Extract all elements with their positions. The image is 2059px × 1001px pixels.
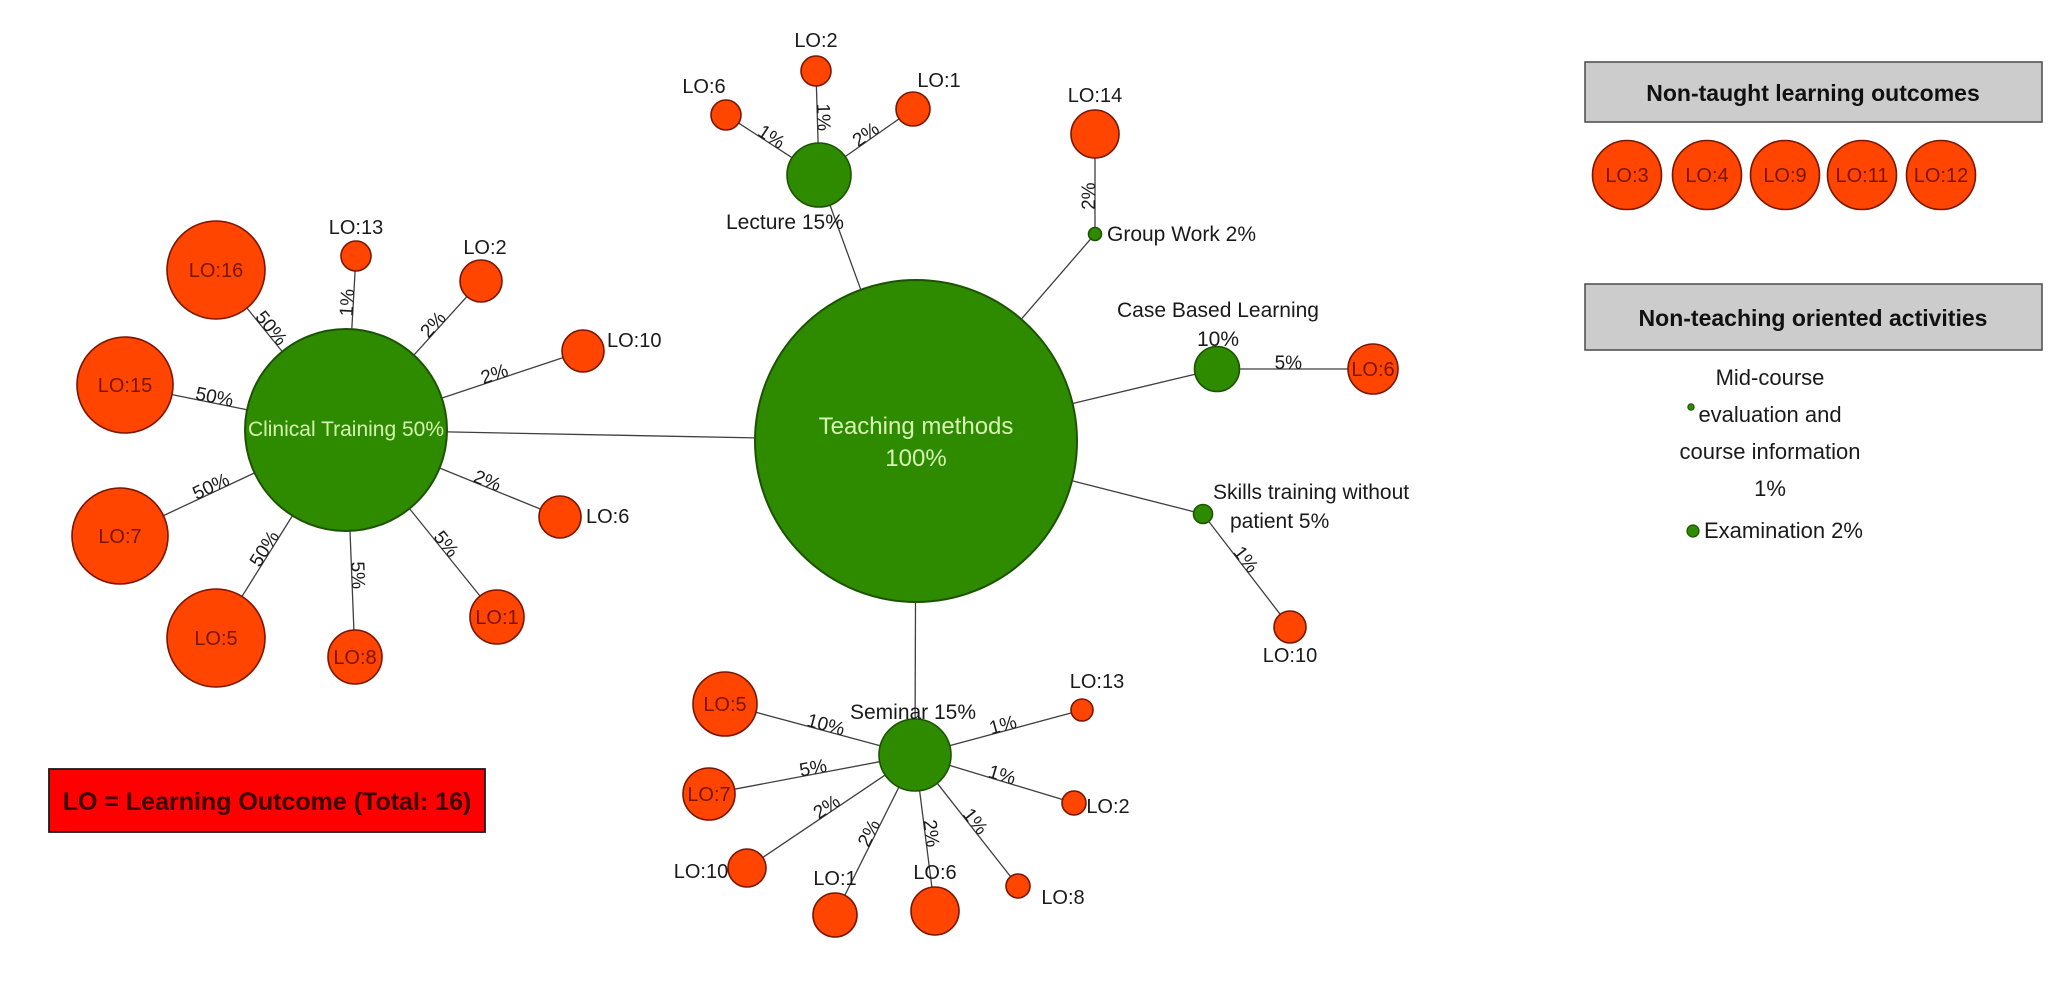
svg-text:LO:1: LO:1	[475, 607, 518, 629]
svg-text:Teaching methods: Teaching methods	[819, 413, 1014, 440]
svg-text:LO:6: LO:6	[682, 76, 725, 98]
svg-text:Mid-course: Mid-course	[1716, 365, 1825, 390]
svg-text:Seminar 15%: Seminar 15%	[850, 701, 976, 724]
svg-text:LO:6: LO:6	[586, 506, 629, 528]
svg-text:5%: 5%	[346, 561, 368, 589]
svg-text:LO:2: LO:2	[463, 237, 506, 259]
svg-text:LO = Learning Outcome (Total:: LO = Learning Outcome (Total: 16)	[63, 788, 472, 816]
svg-text:LO:16: LO:16	[189, 260, 243, 282]
svg-text:LO:6: LO:6	[1351, 359, 1394, 381]
svg-text:course information: course information	[1680, 439, 1861, 464]
svg-text:2%: 2%	[918, 818, 942, 848]
svg-text:1%: 1%	[812, 103, 834, 131]
svg-text:LO:6: LO:6	[913, 862, 956, 884]
svg-text:LO:8: LO:8	[1041, 887, 1084, 909]
svg-text:LO:1: LO:1	[917, 70, 960, 92]
svg-text:LO:10: LO:10	[1263, 645, 1317, 667]
svg-text:LO:2: LO:2	[794, 30, 837, 52]
svg-text:LO:10: LO:10	[607, 330, 661, 352]
svg-text:Case Based Learning: Case Based Learning	[1117, 299, 1319, 322]
svg-text:LO:15: LO:15	[98, 375, 152, 397]
svg-text:LO:8: LO:8	[333, 647, 376, 669]
svg-text:LO:5: LO:5	[194, 628, 237, 650]
svg-text:LO:12: LO:12	[1914, 165, 1968, 187]
svg-text:100%: 100%	[885, 445, 946, 472]
svg-text:LO:2: LO:2	[1086, 796, 1129, 818]
svg-text:Clinical Training 50%: Clinical Training 50%	[248, 418, 444, 441]
svg-text:1%: 1%	[337, 288, 360, 317]
svg-text:LO:13: LO:13	[1070, 671, 1124, 693]
svg-text:2%: 2%	[1079, 182, 1100, 210]
svg-text:5%: 5%	[1275, 353, 1303, 374]
svg-text:Group Work 2%: Group Work 2%	[1107, 223, 1256, 246]
svg-text:LO:7: LO:7	[687, 784, 730, 806]
svg-text:LO:1: LO:1	[813, 868, 856, 890]
svg-text:LO:5: LO:5	[703, 694, 746, 716]
svg-text:Examination 2%: Examination 2%	[1704, 518, 1863, 543]
svg-text:10%: 10%	[1197, 328, 1239, 351]
svg-text:Skills training without: Skills training without	[1213, 481, 1409, 504]
svg-text:LO:3: LO:3	[1605, 165, 1648, 187]
svg-text:LO:10: LO:10	[674, 861, 728, 883]
svg-text:Lecture 15%: Lecture 15%	[726, 211, 844, 234]
svg-text:LO:4: LO:4	[1685, 165, 1728, 187]
svg-text:1%: 1%	[1754, 476, 1786, 501]
svg-text:LO:7: LO:7	[98, 526, 141, 548]
svg-text:LO:11: LO:11	[1836, 165, 1889, 187]
svg-text:patient 5%: patient 5%	[1230, 510, 1329, 533]
svg-text:LO:9: LO:9	[1763, 165, 1806, 187]
svg-text:LO:14: LO:14	[1068, 85, 1122, 107]
svg-text:Non-teaching oriented activiti: Non-teaching oriented activities	[1639, 305, 1988, 331]
svg-text:LO:13: LO:13	[329, 217, 383, 239]
svg-text:Non-taught learning outcomes: Non-taught learning outcomes	[1646, 80, 1980, 106]
svg-text:evaluation and: evaluation and	[1698, 402, 1841, 427]
